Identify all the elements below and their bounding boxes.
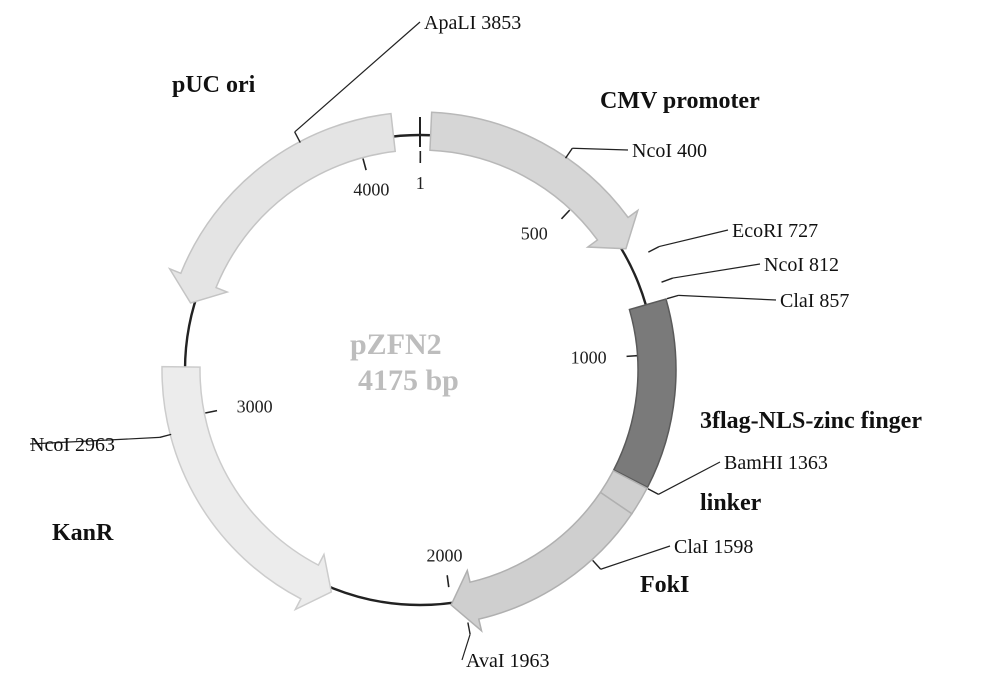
svg-text:1: 1 — [416, 173, 425, 193]
feature-label-3flag-nls-zinc-finger: 3flag-NLS-zinc finger — [700, 408, 922, 435]
site-label-NcoI-812: NcoI 812 — [764, 254, 839, 277]
site-label-NcoI-400: NcoI 400 — [632, 140, 707, 163]
plasmid-svg: 1 500 1000 2000 3000 4000 — [0, 0, 1000, 682]
svg-text:500: 500 — [521, 223, 548, 243]
feature-label-fokI: FokI — [640, 572, 689, 599]
feature-label-puc-ori: pUC ori — [172, 72, 255, 99]
svg-text:3000: 3000 — [237, 397, 273, 417]
svg-text:2000: 2000 — [427, 545, 463, 565]
plasmid-size: 4175 bp — [358, 364, 459, 398]
plasmid-map: 1 500 1000 2000 3000 4000 pZFN2 4175 bp CMV p… — [0, 0, 1000, 682]
site-label-AvaI-1963: AvaI 1963 — [466, 650, 550, 673]
feature-label-linker: linker — [700, 490, 761, 517]
feature-label-kanR: KanR — [52, 520, 113, 547]
feature-3flag-nls-zinc-finger — [614, 299, 676, 487]
site-label-BamHI-1363: BamHI 1363 — [724, 452, 828, 475]
feature-fokI — [451, 492, 632, 630]
site-label-ClaI-1598: ClaI 1598 — [674, 536, 753, 559]
svg-text:4000: 4000 — [353, 179, 389, 199]
feature-puc-ori — [170, 114, 396, 303]
site-label-ApaLI-3853: ApaLI 3853 — [424, 12, 521, 35]
site-label-NcoI-2963: NcoI 2963 — [30, 434, 115, 457]
svg-text:1000: 1000 — [571, 348, 607, 368]
site-label-EcoRI-727: EcoRI 727 — [732, 220, 818, 243]
plasmid-name: pZFN2 — [350, 328, 442, 362]
site-label-ClaI-857: ClaI 857 — [780, 290, 849, 313]
feature-label-cmv-promoter: CMV promoter — [600, 88, 760, 115]
